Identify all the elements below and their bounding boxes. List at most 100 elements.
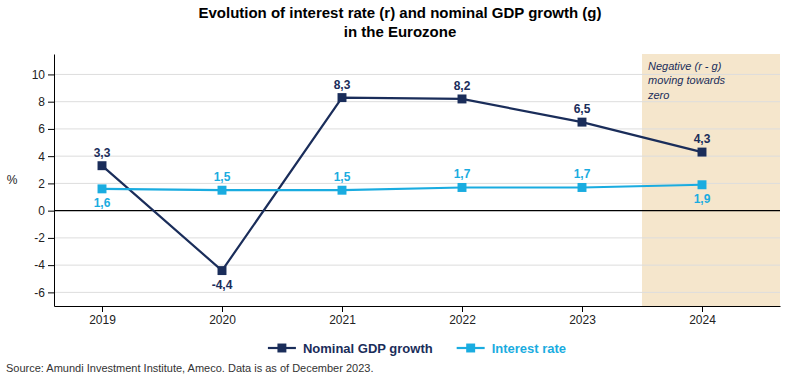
data-label: 1,9: [694, 192, 711, 206]
legend-item: Interest rate: [457, 341, 566, 356]
y-tick-mark: [48, 211, 54, 212]
series-marker: [338, 93, 347, 102]
grid-line: [54, 128, 780, 129]
series-marker: [578, 118, 587, 127]
y-tick-mark: [48, 74, 54, 75]
y-tick-label: -6: [34, 286, 45, 300]
data-label: 1,6: [94, 196, 111, 210]
x-tick-mark: [342, 306, 343, 312]
series-marker: [458, 183, 467, 192]
data-label: 3,3: [94, 146, 111, 160]
x-axis: 2019 2020 2021 2022 2023 2024: [55, 306, 781, 327]
series-marker: [458, 94, 467, 103]
data-labels: 3,3 -4,4 8,3 8,2 6,5 4,3 1,6 1,5 1,5 1,7 1,7 1,9: [94, 78, 711, 292]
x-tick-mark: [582, 306, 583, 312]
y-tick-label: -4: [34, 258, 45, 272]
series-marker: [98, 161, 107, 170]
x-tick-label: 2019: [89, 313, 116, 327]
y-axis-line: [54, 55, 55, 307]
y-tick-label: 8: [38, 95, 45, 109]
y-tick: 2: [38, 177, 54, 191]
legend-marker: [277, 344, 286, 353]
y-tick-label: 0: [38, 204, 45, 218]
legend: Nominal GDP growth Interest rate: [268, 341, 566, 356]
x-tick: 2019: [89, 306, 116, 327]
x-tick-mark: [102, 306, 103, 312]
zero-line: [54, 210, 780, 211]
data-label: 4,3: [694, 132, 711, 146]
title: Evolution of interest rate (r) and nomin…: [198, 4, 601, 21]
grid-line: [54, 101, 780, 102]
y-tick-mark: [48, 156, 54, 157]
source: Source: Amundi Investment Institute, Ame…: [6, 362, 373, 374]
x-tick-label: 2023: [569, 313, 596, 327]
series-group: [98, 93, 707, 275]
y-tick-mark: [48, 102, 54, 103]
data-label: 1,5: [214, 170, 231, 184]
highlight-group: [642, 54, 780, 306]
subtitle: in the Eurozone: [344, 23, 457, 40]
x-tick-label: 2020: [209, 313, 236, 327]
x-tick: 2021: [329, 306, 356, 327]
annotation-line: moving towards: [648, 74, 726, 86]
x-tick-label: 2021: [329, 313, 356, 327]
x-tick-label: 2024: [689, 313, 716, 327]
grid-line: [54, 265, 780, 266]
series-marker: [578, 183, 587, 192]
annotation: Negative (r - g) moving towards zero: [647, 60, 726, 101]
data-label: 1,7: [454, 167, 471, 181]
x-tick-mark: [462, 306, 463, 312]
x-tick: 2023: [569, 306, 596, 327]
data-label: 8,3: [334, 78, 351, 92]
title-group: Evolution of interest rate (r) and nomin…: [198, 4, 601, 40]
series-marker: [698, 148, 707, 157]
y-tick-mark: [48, 292, 54, 293]
y-tick: 8: [38, 95, 54, 109]
data-label: 1,7: [574, 167, 591, 181]
legend-item: Nominal GDP growth: [268, 341, 433, 356]
annotation-line: Negative (r - g): [648, 60, 722, 72]
y-tick-mark: [48, 183, 54, 184]
y-axis-title: %: [7, 173, 18, 187]
y-tick: -2: [34, 231, 54, 245]
grid-line: [54, 156, 780, 157]
data-label: 8,2: [454, 79, 471, 93]
y-tick: 6: [38, 122, 54, 136]
legend-label: Nominal GDP growth: [303, 341, 433, 356]
annotation-line: zero: [647, 89, 669, 101]
y-tick-label: 4: [38, 150, 45, 164]
x-tick: 2020: [209, 306, 236, 327]
y-grid: [54, 74, 780, 292]
grid-line: [54, 292, 780, 293]
y-tick: 10: [32, 68, 54, 82]
y-axis: -6 -4 -2 0 2 4 6 8 10: [32, 55, 55, 307]
y-tick-label: 6: [38, 122, 45, 136]
series-marker: [218, 186, 227, 195]
y-tick-mark: [48, 129, 54, 130]
y-tick-label: -2: [34, 231, 45, 245]
series-marker: [698, 180, 707, 189]
y-tick: 4: [38, 150, 54, 164]
series-marker: [338, 186, 347, 195]
series-marker: [98, 184, 107, 193]
legend-label: Interest rate: [492, 341, 566, 356]
y-tick: 0: [38, 204, 54, 218]
x-axis-line: [55, 306, 781, 307]
grid-line: [54, 237, 780, 238]
x-tick-label: 2022: [449, 313, 476, 327]
data-label: 6,5: [574, 102, 591, 116]
series-line: [102, 98, 702, 271]
x-tick-mark: [702, 306, 703, 312]
y-tick-label: 2: [38, 177, 45, 191]
data-label: 1,5: [334, 170, 351, 184]
y-tick: -4: [34, 258, 54, 272]
x-tick: 2024: [689, 306, 716, 327]
highlight-region: [642, 54, 780, 306]
grid-line: [54, 183, 780, 184]
x-tick: 2022: [449, 306, 476, 327]
data-label: -4,4: [212, 278, 233, 292]
chart: Evolution of interest rate (r) and nomin…: [0, 0, 800, 378]
series-line: [102, 185, 702, 190]
y-tick-label: 10: [32, 68, 46, 82]
y-tick-mark: [48, 238, 54, 239]
